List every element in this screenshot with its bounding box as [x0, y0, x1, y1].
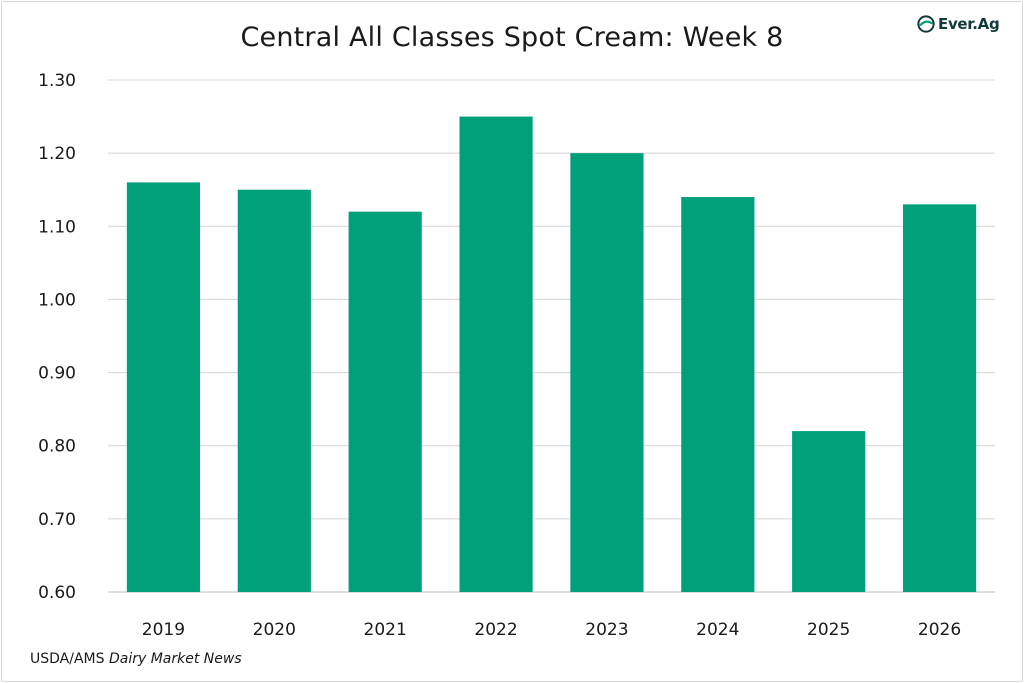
y-tick-label: 1.30: [38, 71, 76, 91]
x-tick-label: 2019: [142, 620, 185, 640]
bar-2024: [681, 197, 755, 592]
chart-title: Central All Classes Spot Cream: Week 8: [240, 22, 784, 53]
bar-2026: [902, 204, 977, 593]
x-tick-label: 2025: [807, 620, 850, 640]
bar-2025: [792, 431, 866, 592]
x-tick-label: 2023: [585, 620, 628, 640]
y-tick-label: 0.80: [38, 437, 76, 457]
x-tick-label: 2024: [696, 620, 739, 640]
x-tick-label: 2021: [364, 620, 407, 640]
bar-2021: [348, 211, 422, 592]
ever-ag-logo-icon: [917, 15, 935, 33]
bar-2022: [459, 116, 533, 593]
brand-logo: Ever.Ag: [917, 11, 1000, 37]
source-prefix: USDA/AMS: [30, 651, 109, 667]
y-tick-label: 0.90: [38, 364, 76, 384]
source-publication: Dairy Market News: [108, 651, 242, 667]
x-tick-label: 2020: [253, 620, 296, 640]
bar-2023: [570, 153, 644, 592]
y-tick-label: 1.00: [38, 290, 76, 310]
x-tick-label: 2026: [918, 620, 961, 640]
y-tick-label: 1.10: [38, 217, 76, 237]
bar-2019: [126, 182, 201, 592]
x-tick-label: 2022: [474, 620, 517, 640]
bar-2020: [237, 189, 311, 592]
y-tick-label: 0.70: [38, 510, 76, 530]
source-note: USDA/AMS Dairy Market News: [30, 651, 242, 667]
brand-name: Ever.Ag: [938, 15, 1000, 33]
y-tick-label: 1.20: [38, 144, 76, 164]
y-tick-label: 0.60: [38, 583, 76, 603]
